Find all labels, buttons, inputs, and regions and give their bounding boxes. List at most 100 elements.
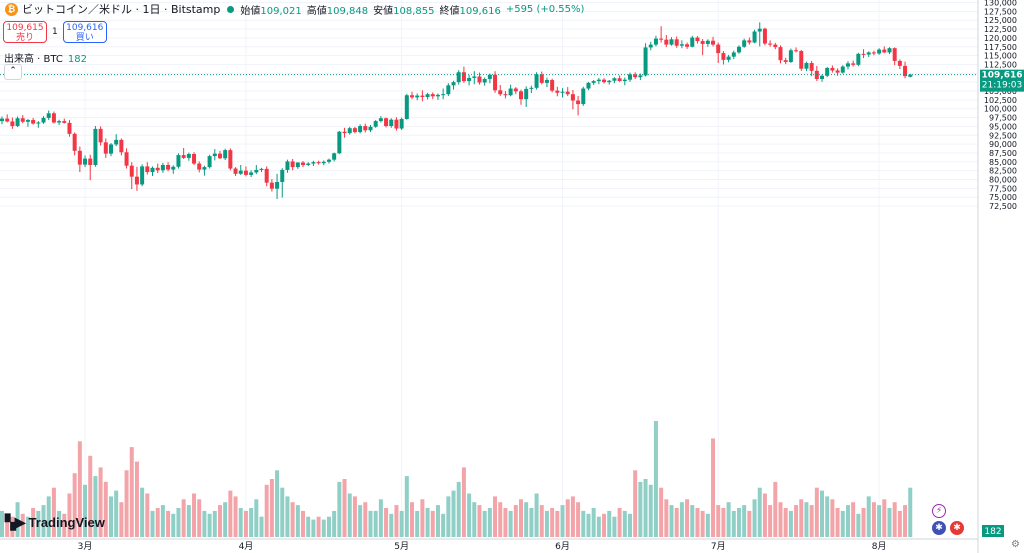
candle-body bbox=[513, 88, 518, 92]
candle-body bbox=[472, 76, 477, 78]
volume-tag-box bbox=[982, 525, 1004, 537]
volume-bar bbox=[425, 508, 430, 537]
candle-body bbox=[591, 81, 596, 83]
volume-bar bbox=[358, 505, 363, 537]
volume-bar bbox=[503, 508, 508, 537]
ohlc-low: 安値108,855 bbox=[373, 2, 434, 17]
candle-body bbox=[705, 40, 710, 44]
volume-legend-value: 182 bbox=[67, 54, 87, 65]
buy-button[interactable]: 109,616 買い bbox=[62, 21, 107, 43]
candle-body bbox=[674, 39, 679, 46]
us-flag-event-icon[interactable]: ✱ bbox=[932, 521, 946, 535]
candle-body bbox=[114, 139, 119, 145]
volume-bar bbox=[653, 421, 658, 537]
volume-bar bbox=[892, 502, 897, 537]
candle-body bbox=[57, 121, 62, 123]
candle-body bbox=[275, 181, 280, 189]
collapse-legend-button[interactable]: ⌃ bbox=[4, 64, 22, 80]
volume-bar bbox=[337, 481, 342, 537]
volume-bar bbox=[207, 513, 212, 537]
lightning-event-icon[interactable]: ⚡ bbox=[932, 504, 946, 518]
candle-body bbox=[108, 144, 113, 154]
volume-bar bbox=[150, 510, 155, 537]
volume-bar bbox=[835, 508, 840, 537]
volume-bar bbox=[36, 510, 41, 537]
tradingview-logo[interactable]: ▚▶ TradingView bbox=[5, 514, 105, 531]
candle-body bbox=[778, 47, 783, 61]
volume-bar bbox=[166, 510, 171, 537]
settings-gear-icon[interactable]: ⚙ bbox=[1011, 539, 1020, 550]
volume-bar bbox=[461, 467, 466, 537]
ohlc-high-value: 109,848 bbox=[326, 5, 369, 17]
sell-button[interactable]: 109,615 売り bbox=[3, 21, 47, 43]
candle-body bbox=[36, 122, 41, 124]
volume-legend[interactable]: 出来高 · BTC 182 bbox=[4, 50, 87, 65]
candle-body bbox=[768, 43, 773, 45]
us-flag-event-icon-2[interactable]: ✱ bbox=[950, 521, 964, 535]
candle-body bbox=[358, 126, 363, 133]
candle-body bbox=[384, 118, 389, 127]
volume-bar bbox=[544, 510, 549, 537]
ohlc-low-label: 安値 bbox=[373, 5, 394, 17]
candle-body bbox=[41, 117, 46, 123]
volume-bar bbox=[903, 505, 908, 537]
volume-bar bbox=[114, 490, 119, 537]
volume-bar bbox=[576, 502, 581, 537]
candle-body bbox=[830, 67, 835, 71]
volume-tag-value: 182 bbox=[984, 527, 1001, 537]
candle-body bbox=[695, 37, 700, 42]
volume-bar bbox=[373, 510, 378, 537]
volume-bar bbox=[249, 508, 254, 537]
candle-body bbox=[794, 50, 799, 52]
candle-body bbox=[861, 53, 866, 55]
volume-bars bbox=[0, 421, 913, 537]
volume-bar bbox=[259, 516, 264, 537]
volume-bar bbox=[814, 487, 819, 537]
price-tag-box bbox=[980, 69, 1024, 92]
volume-bar bbox=[778, 502, 783, 537]
candle-body bbox=[243, 170, 248, 175]
candle-body bbox=[586, 82, 591, 89]
candle-body bbox=[410, 95, 415, 98]
volume-bar bbox=[41, 505, 46, 537]
symbol-title[interactable]: ビットコイン／米ドル · 1日 · Bitstamp bbox=[22, 3, 221, 16]
candle-body bbox=[430, 94, 435, 97]
candle-body bbox=[0, 118, 4, 122]
candle-body bbox=[736, 46, 741, 53]
volume-bar bbox=[736, 508, 741, 537]
volume-bar bbox=[10, 516, 15, 537]
volume-bar bbox=[783, 508, 788, 537]
volume-bar bbox=[285, 496, 290, 537]
volume-bar bbox=[176, 508, 181, 537]
time-axis[interactable]: 3月4月5月6月7月8月9月10月 bbox=[0, 538, 1024, 552]
candle-body bbox=[280, 169, 285, 182]
volume-bar bbox=[83, 484, 88, 537]
candle-body bbox=[866, 52, 871, 55]
candle-body bbox=[752, 31, 757, 43]
candle-body bbox=[892, 48, 897, 61]
volume-bar bbox=[866, 496, 871, 537]
volume-bar bbox=[129, 447, 134, 537]
volume-bar bbox=[394, 505, 399, 537]
volume-bar bbox=[648, 484, 653, 537]
volume-bar bbox=[809, 505, 814, 537]
volume-bar bbox=[565, 499, 570, 537]
candle-body bbox=[166, 164, 171, 170]
candle-body bbox=[145, 166, 150, 173]
volume-bar bbox=[311, 519, 316, 537]
volume-bar bbox=[171, 513, 176, 537]
candle-body bbox=[51, 113, 56, 123]
candle-body bbox=[493, 74, 498, 91]
candle-body bbox=[186, 154, 191, 158]
volume-bar bbox=[321, 519, 326, 537]
candle-body bbox=[425, 94, 430, 98]
volume-bar bbox=[487, 508, 492, 537]
candle-body bbox=[783, 60, 788, 62]
volume-bar bbox=[700, 510, 705, 537]
volume-bar bbox=[695, 508, 700, 537]
volume-bar bbox=[685, 499, 690, 537]
candle-body bbox=[321, 161, 326, 164]
price-tick-label: 82,500 bbox=[989, 167, 1017, 176]
candle-body bbox=[627, 74, 632, 80]
